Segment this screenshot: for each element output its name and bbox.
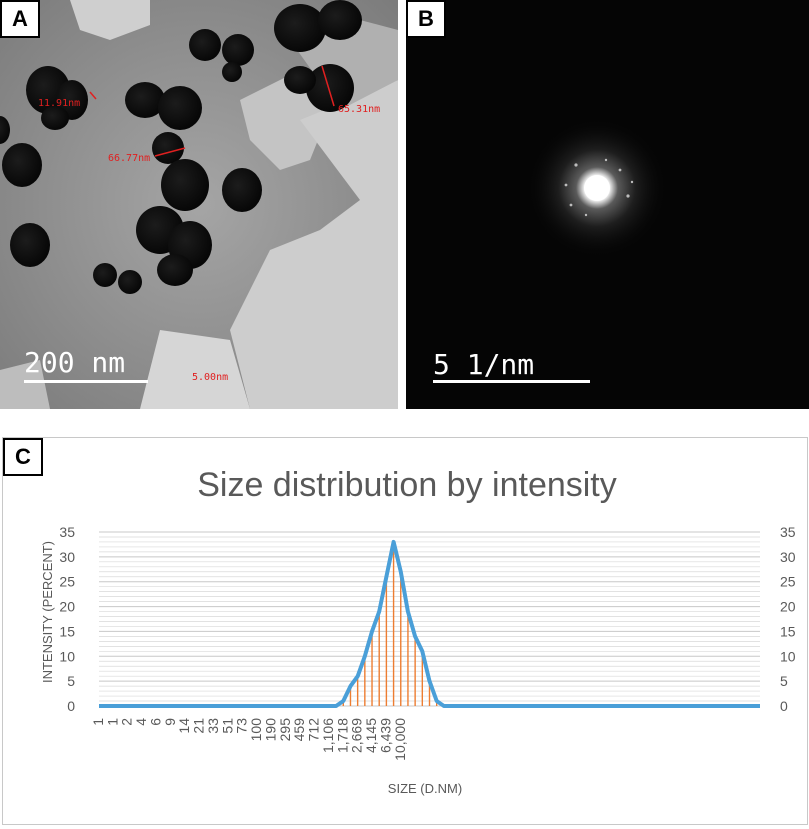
y2-tick-label: 30	[780, 549, 796, 565]
y2-tick-label: 25	[780, 574, 796, 590]
measurement-label: 11.91nm	[38, 98, 81, 109]
size-distribution-panel: Size distribution by intensity INTENSITY…	[2, 437, 808, 825]
y-tick-label: 15	[59, 623, 75, 639]
y-axis-label: INTENSITY (PERCENT)	[40, 541, 55, 683]
chart-title: Size distribution by intensity	[197, 466, 617, 504]
x-tick-label: 73	[234, 718, 250, 734]
x-tick-label: 2,669	[349, 718, 365, 753]
measurement-label: 65.31nm	[338, 104, 381, 115]
x-tick-label: 4	[133, 718, 149, 726]
x-tick-label: 459	[291, 718, 307, 742]
x-tick-label: 1,718	[334, 718, 350, 753]
x-tick-label: 4,145	[363, 718, 379, 753]
x-tick-label: 21	[191, 718, 207, 734]
x-tick-label: 1,106	[320, 718, 336, 753]
x-tick-label: 100	[248, 718, 264, 742]
measurement-label: 5.00nm	[192, 372, 229, 383]
x-tick-label: 10,000	[392, 718, 408, 761]
scale-bar-label: 5 1/nm	[433, 348, 535, 381]
x-tick-label: 295	[277, 718, 293, 742]
x-tick-label: 14	[176, 718, 192, 734]
y-tick-label: 5	[67, 673, 75, 689]
scale-bar	[433, 380, 590, 383]
y-tick-label: 35	[59, 524, 75, 540]
saed-pattern-panel: 5 1/nm B	[406, 0, 809, 409]
y2-tick-label: 5	[780, 673, 788, 689]
x-tick-label: 1	[90, 718, 106, 726]
scale-bar-label: 200 nm	[24, 346, 126, 379]
x-tick-label: 2	[119, 718, 135, 726]
measurement-label: 66.77nm	[108, 153, 151, 164]
x-axis-label: SIZE (D.NM)	[388, 781, 462, 796]
series-line	[99, 539, 760, 708]
x-tick-label: 9	[162, 718, 178, 726]
x-tick-label: 190	[262, 718, 278, 742]
x-tick-label: 1	[104, 718, 120, 726]
y-tick-label: 20	[59, 599, 75, 615]
y-tick-label: 0	[67, 698, 75, 714]
x-tick-label: 6	[147, 718, 163, 726]
x-tick-label: 6,439	[377, 718, 393, 753]
panel-label: A	[0, 0, 40, 38]
x-tick-label: 712	[306, 718, 322, 742]
y2-tick-label: 0	[780, 698, 788, 714]
size-distribution-chart: Size distribution by intensity INTENSITY…	[40, 466, 796, 796]
y-tick-label: 10	[59, 648, 75, 664]
diffraction-pattern	[406, 0, 809, 409]
panel-label: C	[3, 438, 43, 476]
tem-micrograph	[0, 0, 398, 409]
x-tick-label: 51	[219, 718, 235, 734]
y2-tick-label: 10	[780, 648, 796, 664]
x-tick-label: 33	[205, 718, 221, 734]
tem-image-panel: 11.91nm 65.31nm 66.77nm 5.00nm 200 nm A	[0, 0, 398, 409]
y-tick-label: 30	[59, 549, 75, 565]
y2-tick-label: 15	[780, 623, 796, 639]
y-tick-label: 25	[59, 574, 75, 590]
scale-bar	[24, 380, 148, 383]
y2-tick-label: 20	[780, 599, 796, 615]
panel-label: B	[406, 0, 446, 38]
y2-tick-label: 35	[780, 524, 796, 540]
